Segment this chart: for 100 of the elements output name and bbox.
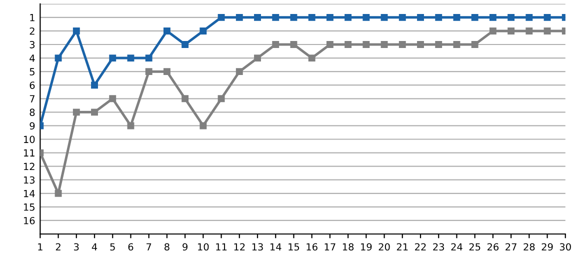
y-tick-label: 15: [24, 204, 34, 211]
point: [236, 68, 243, 76]
x-tick-label: 8: [164, 243, 170, 251]
point: [308, 14, 316, 21]
point: [200, 122, 207, 130]
point: [489, 28, 496, 34]
y-tick-label: 1: [30, 14, 34, 22]
point: [163, 28, 170, 34]
x-tick-label: 9: [182, 243, 188, 251]
point: [163, 68, 170, 76]
point: [526, 14, 533, 21]
point: [272, 41, 280, 48]
point: [218, 14, 225, 21]
point: [326, 41, 334, 48]
point: [362, 14, 370, 21]
x-tick-label: 7: [146, 243, 152, 250]
point: [290, 14, 298, 21]
x-tick-label: 25: [469, 243, 480, 251]
x-tick-label: 5: [110, 243, 115, 251]
y-tick-label: 6: [30, 82, 35, 89]
point: [91, 82, 98, 89]
y-tick-label: 3: [30, 40, 35, 48]
point: [145, 68, 152, 76]
point: [362, 41, 370, 48]
point: [254, 54, 261, 62]
x-tick-label: 1: [38, 243, 42, 250]
point: [453, 14, 460, 21]
point: [254, 14, 261, 21]
x-tick-label: 22: [415, 243, 426, 250]
point: [508, 28, 515, 34]
point: [380, 14, 388, 21]
x-tick-label: 27: [506, 243, 516, 250]
point: [54, 54, 62, 62]
y-tick-label: 8: [30, 108, 35, 116]
x-tick-label: 11: [216, 243, 227, 250]
point: [453, 41, 460, 48]
x-tick-label: 23: [433, 243, 444, 251]
x-tick-label: 17: [324, 243, 336, 250]
point: [200, 28, 207, 34]
point: [326, 14, 334, 21]
point: [526, 28, 533, 34]
y-tick-label: 5: [30, 68, 34, 76]
x-tick-label: 16: [306, 243, 318, 251]
point: [182, 95, 189, 102]
y-tick-label: 7: [30, 95, 34, 102]
x-tick-label: 12: [234, 243, 245, 250]
x-tick-label: 2: [56, 243, 60, 250]
y-tick-label: 14: [24, 190, 35, 198]
x-tick-label: 28: [524, 243, 535, 251]
x-tick-label: 21: [396, 243, 408, 250]
point: [218, 95, 225, 102]
point: [127, 122, 134, 130]
x-tick-label: 20: [378, 243, 390, 251]
point: [272, 14, 280, 21]
x-tick-label: 15: [288, 243, 300, 251]
point: [109, 95, 116, 102]
y-tick-label: 13: [24, 176, 35, 184]
point: [471, 14, 478, 21]
x-tick-label: 26: [487, 243, 499, 251]
point: [508, 14, 515, 21]
y-tick-label: 2: [30, 27, 34, 35]
point: [308, 54, 316, 62]
point: [398, 14, 406, 21]
point: [236, 14, 243, 21]
x-tick-label: 6: [128, 243, 134, 251]
point: [72, 28, 80, 34]
x-tick-label: 29: [542, 243, 553, 251]
x-tick-label: 19: [361, 243, 372, 251]
y-tick-label: 10: [24, 136, 35, 144]
point: [544, 28, 551, 34]
point: [435, 41, 442, 48]
x-tick-label: 18: [342, 243, 354, 251]
point: [290, 41, 298, 48]
x-tick-label: 14: [270, 243, 282, 250]
x-tick-label: 13: [252, 243, 263, 251]
y-tick-label: 16: [24, 216, 35, 224]
point: [489, 14, 496, 21]
point: [145, 54, 152, 62]
y-tick-label: 4: [30, 54, 35, 62]
point: [72, 108, 80, 116]
x-tick-label: 3: [74, 243, 79, 251]
point: [109, 54, 116, 62]
point: [127, 54, 134, 62]
x-tick-label: 24: [451, 243, 462, 250]
point: [344, 14, 352, 21]
point: [54, 190, 62, 197]
point: [435, 14, 442, 21]
x-tick-label: 10: [198, 243, 209, 251]
point: [344, 41, 352, 48]
y-tick-label: 11: [24, 149, 34, 156]
point: [398, 41, 406, 48]
x-tick-label: 30: [560, 243, 571, 251]
point: [182, 41, 189, 48]
x-tick-label: 4: [92, 243, 98, 250]
point: [471, 41, 478, 48]
point: [417, 14, 424, 21]
point: [380, 41, 388, 48]
y-tick-label: 12: [24, 162, 34, 170]
point: [91, 108, 98, 116]
point: [417, 41, 424, 48]
